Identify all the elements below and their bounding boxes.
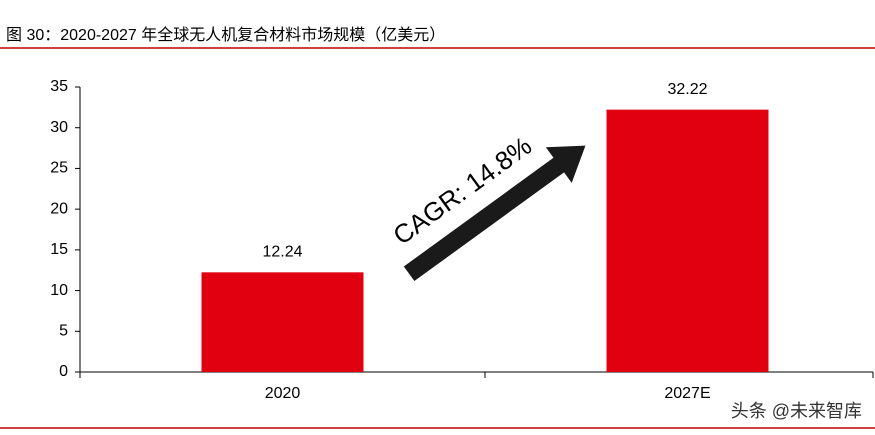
watermark: 头条 @未来智库	[731, 401, 862, 421]
bar	[201, 272, 364, 372]
chart-title: 图 30：2020-2027 年全球无人机复合材料市场规模（亿美元）	[6, 26, 445, 44]
y-tick-label: 35	[50, 78, 68, 95]
y-tick-label: 10	[50, 282, 68, 299]
x-tick-label: 2020	[265, 385, 301, 402]
bar	[606, 109, 769, 372]
y-tick-label: 25	[50, 160, 68, 177]
y-tick-label: 15	[50, 241, 68, 258]
y-tick-label: 30	[50, 119, 68, 136]
y-tick-label: 0	[59, 363, 68, 380]
x-tick-label: 2027E	[664, 385, 710, 402]
arrow-shape	[403, 145, 586, 282]
value-label: 32.22	[667, 81, 707, 98]
y-tick-label: 5	[59, 323, 68, 340]
y-tick-label: 20	[50, 200, 68, 217]
cagr-arrow: CAGR: 14.8%	[387, 130, 586, 282]
value-label: 12.24	[262, 244, 302, 261]
